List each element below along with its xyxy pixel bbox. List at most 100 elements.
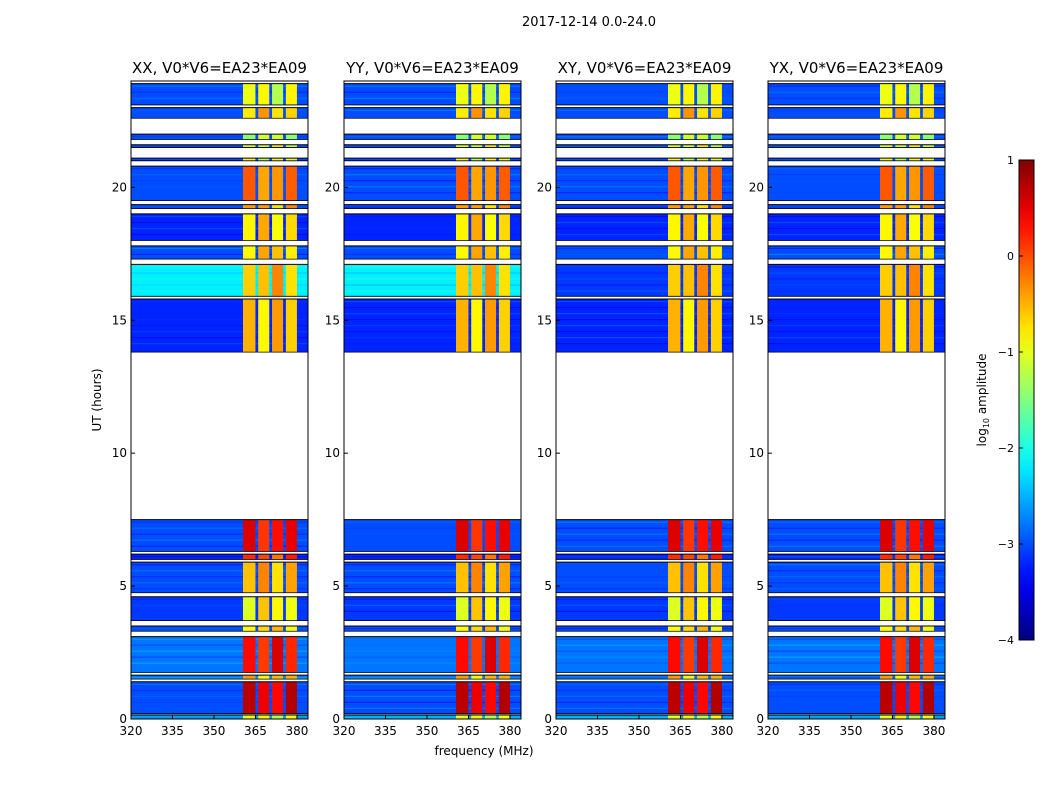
- band-cell: [922, 213, 934, 241]
- band-cell: [895, 625, 907, 632]
- segment-row: [768, 330, 945, 333]
- band-cell: [683, 158, 695, 161]
- band-cell: [895, 158, 907, 161]
- segment-background: [768, 107, 945, 119]
- segment-row: [131, 638, 308, 640]
- segment-row: [768, 290, 945, 292]
- band-cell: [710, 158, 722, 161]
- band-cell: [285, 144, 297, 148]
- band-cell: [697, 134, 709, 140]
- segment-row: [344, 312, 521, 315]
- segment-background: [768, 144, 945, 148]
- band-cell: [258, 107, 270, 119]
- y-tick-label: 15: [112, 313, 127, 327]
- band-cell: [668, 519, 681, 552]
- segment-row: [344, 644, 521, 646]
- x-tick-label: 335: [161, 724, 184, 738]
- band-cell: [285, 83, 297, 105]
- band-cell: [243, 245, 256, 260]
- band-cell: [272, 681, 284, 714]
- segment-row: [768, 324, 945, 327]
- band-cell: [272, 519, 284, 552]
- band-cell: [668, 715, 681, 719]
- segment-row: [344, 272, 521, 274]
- segment-row: [131, 644, 308, 646]
- segment-row: [131, 627, 308, 630]
- panel-title: XX, V0*V6=EA23*EA09: [132, 59, 307, 77]
- band-cell: [456, 636, 469, 673]
- band-cell: [683, 554, 695, 560]
- band-cell: [922, 264, 934, 297]
- segment-row: [556, 677, 733, 679]
- segment-row: [344, 278, 521, 280]
- band-cell: [485, 245, 497, 260]
- band-cell: [498, 681, 510, 714]
- band-cell: [895, 166, 907, 201]
- band-cell: [895, 675, 907, 680]
- band-cell: [683, 213, 695, 241]
- x-tick-label: 335: [374, 724, 397, 738]
- segment-row: [556, 284, 733, 286]
- segment-row: [344, 253, 521, 256]
- band-cell: [710, 134, 722, 140]
- band-cell: [922, 166, 934, 201]
- band-cell: [922, 134, 934, 140]
- band-cell: [485, 681, 497, 714]
- segment-row: [131, 85, 308, 87]
- band-cell: [485, 144, 497, 148]
- band-cell: [895, 298, 907, 353]
- y-tick-label: 10: [537, 446, 552, 460]
- band-cell: [909, 204, 921, 209]
- segment-row: [344, 168, 521, 170]
- segment-row: [131, 570, 308, 572]
- band-cell: [471, 264, 483, 297]
- band-cell: [243, 83, 256, 105]
- band-cell: [697, 245, 709, 260]
- band-cell: [498, 107, 510, 119]
- band-cell: [272, 83, 284, 105]
- band-cell: [880, 636, 893, 673]
- segment-row: [556, 221, 733, 224]
- band-cell: [895, 107, 907, 119]
- segment-background: [344, 107, 521, 119]
- band-cell: [895, 204, 907, 209]
- band-cell: [880, 107, 893, 119]
- band-cell: [697, 675, 709, 680]
- band-cell: [683, 675, 695, 680]
- segment-row: [344, 588, 521, 590]
- panel-yx: YX, V0*V6=EA23*EA09 320 335 350 365 380 0 5 10 15…: [749, 59, 946, 738]
- band-cell: [895, 264, 907, 297]
- band-cell: [668, 264, 681, 297]
- band-cell: [285, 681, 297, 714]
- band-cell: [710, 264, 722, 297]
- band-cell: [456, 83, 469, 105]
- x-tick-label: 380: [498, 724, 521, 738]
- band-cell: [456, 134, 469, 140]
- segment-row: [768, 97, 945, 99]
- segment-row: [131, 533, 308, 535]
- band-cell: [243, 675, 256, 680]
- band-cell: [922, 625, 934, 632]
- segment-row: [768, 180, 945, 182]
- segment-row: [768, 247, 945, 250]
- segment-row: [556, 656, 733, 658]
- segment-row: [556, 521, 733, 523]
- band-cell: [485, 675, 497, 680]
- band-cell: [485, 264, 497, 297]
- band-cell: [909, 245, 921, 260]
- segment-row: [556, 233, 733, 236]
- segment-row: [344, 582, 521, 584]
- band-cell: [710, 625, 722, 632]
- band-cell: [668, 681, 681, 714]
- segment-background: [131, 107, 308, 119]
- segment-row: [344, 206, 521, 208]
- segment-row: [556, 689, 733, 691]
- colorbar-label: log10 amplitude: [975, 354, 991, 447]
- band-cell: [471, 107, 483, 119]
- segment-row: [344, 109, 521, 111]
- band-cell: [683, 107, 695, 119]
- segment-row: [556, 318, 733, 321]
- band-cell: [668, 298, 681, 353]
- segment-row: [556, 598, 733, 600]
- x-tick-label: 335: [586, 724, 609, 738]
